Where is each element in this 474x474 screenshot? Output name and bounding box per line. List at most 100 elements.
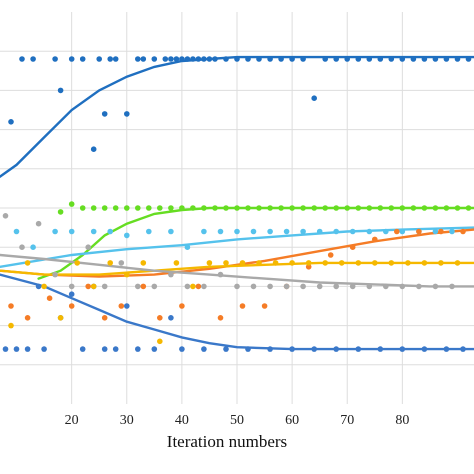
- data-point: [267, 346, 273, 352]
- data-point: [278, 205, 284, 211]
- x-axis-label: Iteration numbers: [167, 432, 287, 451]
- data-point: [333, 205, 340, 211]
- data-point: [388, 56, 395, 62]
- data-point: [19, 56, 25, 62]
- data-point: [195, 56, 202, 62]
- data-point: [333, 56, 340, 62]
- data-point: [421, 346, 428, 352]
- data-point: [366, 205, 373, 211]
- data-point: [79, 205, 86, 211]
- data-point: [394, 228, 400, 235]
- x-tick-label: 80: [395, 413, 409, 428]
- data-point: [118, 260, 125, 266]
- data-point: [79, 56, 86, 62]
- data-point: [157, 338, 163, 345]
- x-tick-label: 30: [120, 413, 134, 428]
- data-point: [168, 56, 174, 62]
- data-point: [465, 56, 472, 62]
- data-point: [124, 303, 130, 309]
- data-point: [68, 56, 75, 62]
- data-point: [289, 56, 295, 62]
- data-point: [206, 260, 213, 266]
- data-point: [443, 56, 450, 62]
- data-point: [217, 271, 224, 278]
- data-point: [322, 260, 329, 266]
- data-point: [118, 303, 125, 309]
- data-point: [349, 228, 356, 235]
- data-point: [300, 283, 306, 290]
- data-point: [201, 205, 207, 211]
- x-tick-labels: 20 30 40 50 60 70 80: [65, 413, 410, 428]
- data-point: [57, 315, 64, 321]
- data-point: [311, 95, 318, 101]
- data-point: [289, 260, 295, 266]
- data-point: [300, 228, 306, 235]
- data-point: [184, 244, 191, 250]
- data-point: [421, 205, 428, 211]
- data-point: [124, 111, 130, 117]
- data-point: [366, 56, 373, 62]
- data-point: [267, 56, 273, 62]
- data-point: [57, 87, 64, 94]
- data-point: [179, 56, 185, 62]
- data-point: [432, 228, 439, 235]
- x-tick-label: 70: [340, 413, 354, 428]
- data-point: [338, 260, 345, 266]
- data-point: [438, 260, 444, 266]
- data-point: [344, 205, 351, 211]
- data-point: [24, 315, 31, 321]
- data-point: [316, 283, 323, 290]
- data-point: [46, 295, 53, 302]
- data-point: [173, 260, 180, 266]
- data-point: [162, 56, 169, 62]
- data-point: [151, 346, 158, 352]
- data-point: [41, 283, 47, 290]
- data-point: [184, 56, 191, 62]
- data-point: [90, 205, 97, 211]
- data-point: [135, 205, 141, 211]
- data-point: [184, 283, 191, 290]
- data-point: [256, 205, 262, 211]
- data-point: [399, 228, 406, 235]
- data-point: [8, 119, 14, 125]
- data-point: [112, 346, 119, 352]
- data-point: [355, 260, 362, 266]
- data-point: [30, 244, 36, 250]
- data-point: [283, 228, 290, 235]
- data-point: [267, 205, 273, 211]
- data-point: [19, 244, 25, 250]
- data-point: [146, 228, 152, 235]
- data-point: [421, 56, 428, 62]
- data-point: [388, 260, 395, 266]
- data-point: [157, 205, 163, 211]
- data-point: [151, 56, 158, 62]
- data-point: [179, 303, 185, 309]
- data-point: [68, 283, 75, 290]
- data-point: [195, 283, 202, 290]
- data-point: [261, 303, 268, 309]
- data-point: [322, 205, 329, 211]
- data-point: [201, 346, 207, 352]
- data-point: [377, 205, 384, 211]
- data-point: [410, 205, 417, 211]
- data-point: [399, 283, 406, 290]
- data-point: [168, 315, 174, 321]
- data-point: [30, 56, 36, 62]
- data-point: [327, 252, 334, 258]
- data-point: [305, 264, 312, 270]
- data-point: [52, 271, 58, 278]
- data-point: [90, 228, 97, 235]
- data-point: [140, 260, 147, 266]
- data-point: [68, 291, 75, 298]
- data-point: [217, 315, 224, 321]
- data-point: [74, 260, 80, 266]
- data-point: [333, 283, 340, 290]
- data-point: [267, 228, 273, 235]
- data-point: [151, 283, 158, 290]
- data-point: [305, 260, 312, 266]
- data-point: [24, 346, 31, 352]
- data-point: [179, 205, 185, 211]
- data-point: [96, 56, 102, 62]
- data-point: [256, 56, 262, 62]
- data-point: [234, 283, 240, 290]
